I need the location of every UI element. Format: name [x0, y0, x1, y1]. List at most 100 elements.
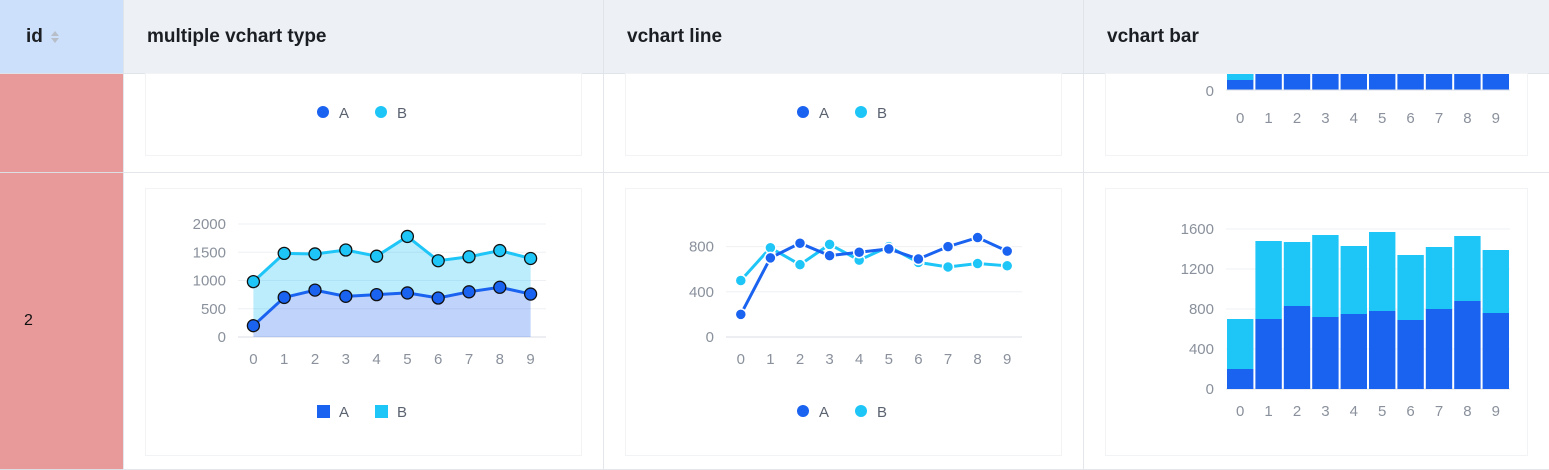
point-b: [493, 243, 507, 258]
bar-a: [1340, 74, 1367, 90]
y-tick-label: 800: [689, 239, 714, 256]
point-a: [912, 252, 925, 266]
x-tick-label: 4: [855, 351, 863, 368]
legend-item-a[interactable]: A: [797, 105, 829, 122]
svg-text:B: B: [397, 105, 407, 122]
y-tick-label: 0: [706, 329, 714, 346]
point-a: [493, 280, 507, 294]
x-tick-label: 0: [1236, 110, 1244, 127]
y-tick-label: 800: [1189, 301, 1214, 318]
x-tick-label: 7: [944, 351, 952, 368]
x-tick-label: 5: [1378, 403, 1386, 420]
legend-label-a: A: [339, 404, 349, 421]
x-tick-label: 8: [1463, 110, 1471, 127]
table-cell[interactable]: 0 0 1 2 3 4 5 6 7 8 9: [1083, 74, 1549, 173]
x-tick-label: 3: [342, 351, 350, 368]
point-a: [1000, 244, 1014, 258]
bar-a: [1227, 369, 1254, 389]
line-chart: 0 400 800 0 1 2 3 4 5 6 7 8 9 A B: [689, 231, 1022, 421]
x-tick-label: 0: [249, 351, 257, 368]
x-tick-label: 0: [1236, 403, 1244, 420]
x-tick-label: 6: [1406, 403, 1414, 420]
x-tick-label: 6: [1406, 110, 1414, 127]
table-cell[interactable]: 0 400 800 0 1 2 3 4 5 6 7 8 9 A B: [603, 173, 1083, 470]
legend-item-b[interactable]: B: [855, 105, 887, 122]
bar-b: [1283, 242, 1311, 306]
svg-text:A: A: [819, 105, 829, 122]
bar-a: [1397, 320, 1424, 389]
point-a: [852, 246, 866, 259]
x-tick-label: 2: [1293, 110, 1301, 127]
legend-swatch-a: [797, 405, 809, 417]
table-cell[interactable]: A B: [123, 74, 603, 173]
table-cell[interactable]: 0 400 800 1200 1600 0 1 2 3 4 5 6 7 8 9: [1083, 173, 1549, 470]
header-label: vchart line: [627, 25, 723, 47]
legend-swatch-b: [375, 405, 388, 418]
header-vchart-line[interactable]: vchart line: [603, 0, 1083, 74]
header-id[interactable]: id: [0, 0, 123, 74]
point-a: [882, 242, 896, 256]
bar-b: [1454, 236, 1481, 301]
point-b: [523, 251, 538, 266]
bar-a: [1255, 319, 1282, 389]
y-tick-label: 1200: [1181, 261, 1214, 278]
line-series-a: [739, 235, 1008, 316]
bar-a: [1482, 313, 1509, 389]
y-tick-label: 500: [201, 301, 226, 318]
x-tick-label: 6: [434, 351, 442, 368]
point-a: [941, 240, 955, 253]
x-tick-label: 9: [526, 351, 534, 368]
legend-item-a[interactable]: A: [317, 105, 349, 122]
y-tick-label: 1500: [193, 244, 226, 261]
header-id-label: id: [26, 25, 43, 47]
x-tick-label: 8: [1463, 403, 1471, 420]
header-label: vchart bar: [1107, 25, 1199, 47]
point-b: [246, 274, 261, 289]
x-tick-label: 3: [825, 351, 833, 368]
bar-b: [1255, 241, 1282, 319]
point-b: [764, 241, 777, 254]
table-cell[interactable]: A B: [603, 74, 1083, 173]
svg-text:B: B: [877, 105, 887, 122]
y-tick-label: 2000: [193, 216, 226, 233]
point-a: [523, 287, 538, 301]
y-tick-label: 0: [1206, 83, 1214, 100]
point-b: [793, 258, 807, 271]
bar-a: [1397, 74, 1424, 90]
point-a: [277, 290, 291, 305]
point-a: [971, 231, 984, 244]
chart-panel: A B: [626, 74, 1061, 155]
sort-icon[interactable]: [50, 30, 59, 43]
header-multiple-vchart-type[interactable]: multiple vchart type: [123, 0, 603, 74]
point-a: [462, 285, 476, 299]
x-tick-label: 4: [1350, 110, 1358, 127]
legend: A B: [317, 105, 407, 122]
id-cell[interactable]: [0, 74, 123, 173]
legend-label-b: B: [397, 404, 407, 421]
point-a: [246, 319, 261, 333]
chart-panel: 0 400 800 0 1 2 3 4 5 6 7 8 9 A B: [626, 189, 1061, 455]
x-tick-label: 1: [766, 351, 774, 368]
x-tick-label: 8: [496, 351, 504, 368]
header-vchart-bar[interactable]: vchart bar: [1083, 0, 1549, 74]
point-a: [400, 286, 415, 300]
y-tick-label: 0: [1206, 381, 1214, 398]
svg-text:A: A: [339, 105, 349, 122]
id-cell[interactable]: 2: [0, 173, 123, 470]
x-tick-label: 6: [914, 351, 922, 368]
bar-b: [1397, 255, 1424, 320]
chart-panel: 0 0 1 2 3 4 5 6 7 8 9: [1106, 74, 1527, 155]
point-b: [823, 238, 836, 251]
chart-panel: A B: [146, 74, 581, 155]
x-tick-label: 1: [1264, 403, 1272, 420]
legend-item-b[interactable]: B: [375, 105, 407, 122]
legend: A B: [797, 105, 887, 122]
bar-a: [1340, 314, 1367, 389]
legend-swatch-a: [317, 405, 330, 418]
bar-a: [1283, 306, 1311, 389]
table-cell[interactable]: 0 500 1000 1500 2000 0 1 2 3 4 5 6 7 8 9 A B: [123, 173, 603, 470]
point-b: [431, 254, 445, 268]
bar-b: [1312, 235, 1339, 317]
bar-a: [1425, 74, 1453, 90]
x-tick-label: 9: [1003, 351, 1011, 368]
